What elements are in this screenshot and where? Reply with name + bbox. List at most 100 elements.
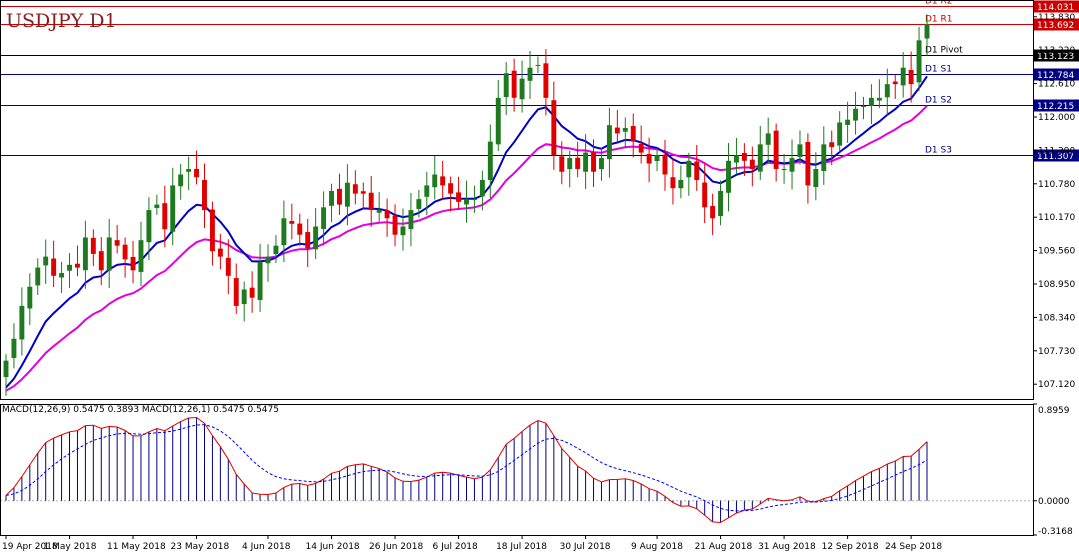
candle-body (162, 203, 168, 230)
candle-body (495, 97, 501, 145)
candle-body (265, 256, 271, 264)
candle-body (146, 210, 152, 243)
macd-indicator-label: MACD(12,26,9) 0.5475 0.3893 MACD(12,26,1… (2, 405, 279, 415)
candle-body (654, 155, 660, 162)
candle-body (51, 258, 57, 276)
candle-body (289, 221, 295, 224)
x-tick-label: 11 May 2018 (107, 542, 166, 552)
candle-body (233, 278, 239, 306)
candle-body (757, 144, 763, 172)
candle-body (114, 240, 120, 246)
candle-body (329, 190, 334, 206)
pivot-level-label: D1 S1 (925, 65, 952, 75)
candle-body (122, 244, 128, 260)
candle-body (432, 174, 438, 188)
candle-body (837, 122, 843, 146)
candle-body (178, 174, 184, 187)
candle-body (479, 179, 485, 197)
y-tick-label: 108.950 (1038, 280, 1075, 290)
x-tick-label: 31 Aug 2018 (758, 542, 816, 552)
candle-body (892, 81, 898, 85)
candle-body (741, 152, 747, 161)
candle-body (11, 338, 17, 358)
candle-body (527, 67, 533, 81)
candle-body (408, 210, 414, 230)
candle-body (19, 305, 25, 340)
candle-body (170, 185, 176, 232)
candle-body (464, 199, 469, 205)
candle-body (360, 191, 366, 194)
candle-body (733, 155, 739, 163)
macd-panel-frame (0, 404, 1034, 536)
macd-panel (0, 416, 1033, 524)
candle-body (416, 199, 422, 209)
candle-body (638, 143, 644, 153)
candle-body (662, 154, 668, 175)
candle-body (106, 237, 112, 271)
candle-body (829, 142, 835, 148)
candle-body (884, 84, 890, 98)
x-tick-label: 4 Jun 2018 (242, 542, 291, 552)
candle-body (519, 78, 525, 100)
candle-body (35, 267, 41, 286)
candle-body (209, 209, 215, 252)
candle-body (591, 152, 596, 172)
y-tick-label: 112.610 (1038, 80, 1075, 90)
candle-body (765, 133, 771, 145)
candle-body (908, 69, 914, 85)
candle-body (861, 106, 866, 108)
candle-body (225, 257, 231, 276)
candle-body (27, 286, 33, 309)
candle-body (456, 192, 462, 202)
chart-title: USDJPY D1 (6, 10, 117, 32)
candle-body (3, 360, 9, 378)
x-tick-label: 6 Jul 2018 (433, 542, 478, 552)
candle-body (511, 70, 517, 98)
candle-body (718, 190, 724, 217)
y-tick-label: 109.560 (1038, 247, 1075, 257)
candle-body (559, 156, 565, 172)
candle-body (202, 179, 207, 211)
candle-body (74, 263, 80, 268)
candle-body (845, 119, 851, 125)
price-tag-box (1034, 149, 1079, 162)
candle-body (59, 273, 65, 278)
price-panel: D1 R2 D1 R1 D1 Pivot D1 S1 D1 S2 D1 S3 (0, 0, 1033, 396)
price-tag-box (1034, 68, 1079, 81)
candle-body (702, 182, 708, 208)
price-tag-box (1034, 99, 1079, 112)
candle-body (424, 185, 430, 197)
price-tag-label: 113.692 (1037, 21, 1074, 31)
candle-body (82, 237, 88, 271)
price-tag-label: 112.215 (1037, 102, 1074, 112)
candle-body (281, 218, 287, 246)
candle-body (900, 67, 906, 86)
candle-body (599, 158, 604, 170)
pivot-level-label: D1 Pivot (925, 46, 963, 56)
candle-body (622, 127, 628, 132)
candle-body (749, 159, 755, 170)
candle-body (853, 108, 859, 121)
candle-body (186, 169, 192, 172)
candle-body (194, 168, 200, 178)
macd-signal-line (5, 424, 928, 512)
candle-body (352, 184, 358, 194)
candle-body (305, 232, 311, 249)
price-tag-label: 113.123 (1037, 52, 1074, 62)
y-tick-label: 107.730 (1038, 347, 1075, 357)
candle-body (543, 63, 549, 98)
candle-body (90, 237, 96, 254)
candle-body (471, 199, 477, 201)
candle-body (297, 223, 303, 235)
candle-body (686, 160, 692, 178)
candle-body (257, 262, 263, 300)
candle-body (614, 127, 620, 134)
ma-fast-line (5, 75, 928, 389)
candle-body (368, 192, 374, 211)
y-tick-label: 110.780 (1038, 180, 1075, 190)
y-tick-label: 110.170 (1038, 213, 1075, 223)
price-tag-box (1034, 18, 1079, 31)
candle-body (789, 158, 795, 172)
candle-body (241, 289, 247, 305)
price-panel-frame (0, 0, 1034, 400)
